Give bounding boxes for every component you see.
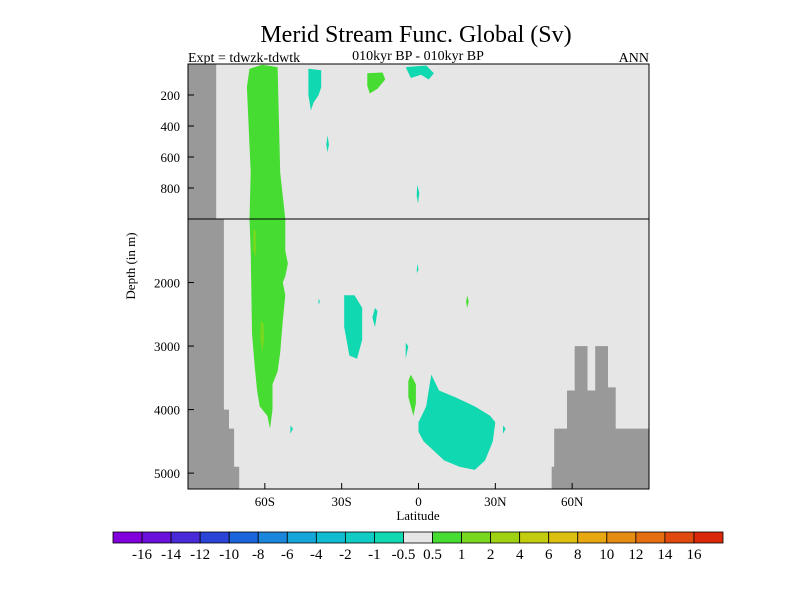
colorbar-swatch-0 bbox=[112, 531, 143, 544]
contour-region-14 bbox=[405, 342, 409, 359]
land-mask bbox=[188, 64, 649, 489]
colorbar-swatch-1 bbox=[141, 531, 172, 544]
colorbar-label-18: 14 bbox=[657, 547, 673, 563]
colorbar-swatch-20 bbox=[693, 531, 724, 544]
contour-region-10 bbox=[416, 263, 419, 273]
colorbar-label-14: 6 bbox=[545, 547, 553, 563]
season-label: ANN bbox=[619, 51, 649, 66]
y-tick-label-1: 400 bbox=[161, 119, 181, 134]
colorbar-swatch-12 bbox=[461, 531, 492, 544]
colorbar-label-15: 8 bbox=[574, 547, 582, 563]
colorbar-label-11: 1 bbox=[458, 547, 466, 563]
y-axis-label: Depth (in m) bbox=[123, 232, 138, 299]
contour-region-8 bbox=[326, 135, 329, 153]
x-axis-label: Latitude bbox=[396, 508, 440, 523]
contour-region-11 bbox=[318, 298, 320, 305]
x-tick-label-2: 0 bbox=[415, 494, 422, 509]
land-mass-0 bbox=[188, 64, 240, 489]
contour-region-7 bbox=[405, 65, 434, 80]
contour-region-15 bbox=[418, 374, 496, 470]
colorbar-swatch-9 bbox=[374, 531, 404, 544]
contour-region-0 bbox=[246, 64, 288, 429]
contour-region-16 bbox=[290, 425, 293, 434]
x-tick-label-4: 60N bbox=[561, 494, 584, 509]
colorbar-swatch-2 bbox=[170, 531, 201, 544]
colorbar-swatch-13 bbox=[490, 531, 521, 544]
colorbar-label-2: -12 bbox=[190, 547, 210, 563]
x-tick-label-0: 60S bbox=[255, 494, 275, 509]
chart-title: Merid Stream Func. Global (Sv) bbox=[260, 22, 571, 48]
contour-region-5 bbox=[466, 295, 469, 308]
colorbar bbox=[112, 531, 724, 544]
colorbar-label-9: -0.5 bbox=[392, 547, 416, 563]
colorbar-swatch-11 bbox=[432, 531, 462, 544]
colorbar-swatch-6 bbox=[286, 531, 317, 544]
x-tick-label-1: 30S bbox=[332, 494, 352, 509]
contour-region-3 bbox=[367, 72, 386, 94]
contour-regions bbox=[246, 64, 506, 470]
y-tick-label-2: 600 bbox=[161, 150, 181, 165]
x-tick-label-3: 30N bbox=[484, 494, 507, 509]
y-tick-label-0: 200 bbox=[161, 88, 181, 103]
colorbar-swatch-4 bbox=[228, 531, 259, 544]
experiment-label: Expt = tdwzk-tdwtk bbox=[188, 51, 300, 66]
colorbar-label-19: 16 bbox=[687, 547, 703, 563]
colorbar-label-7: -2 bbox=[339, 547, 352, 563]
y-tick-label-4: 2000 bbox=[154, 276, 180, 291]
contour-region-4 bbox=[408, 374, 416, 416]
colorbar-labels: -16 -14 -12 -10 -8 -6 -4 -2 -1 -0.5 0.5 1 2 4 6 8 10 12 14… bbox=[132, 547, 702, 563]
contour-region-1 bbox=[260, 320, 265, 353]
contour-region-9 bbox=[416, 184, 420, 204]
colorbar-label-3: -10 bbox=[219, 547, 239, 563]
colorbar-swatch-7 bbox=[315, 531, 346, 544]
colorbar-swatch-5 bbox=[257, 531, 288, 544]
period-label: 010kyr BP - 010kyr BP bbox=[352, 49, 484, 64]
colorbar-swatch-18 bbox=[635, 531, 666, 544]
colorbar-swatch-19 bbox=[664, 531, 695, 544]
y-tick-label-7: 5000 bbox=[154, 466, 180, 481]
colorbar-label-12: 2 bbox=[487, 547, 495, 563]
contour-region-12 bbox=[344, 295, 363, 359]
colorbar-label-0: -16 bbox=[132, 547, 152, 563]
contour-region-13 bbox=[372, 307, 378, 327]
colorbar-label-6: -4 bbox=[310, 547, 323, 563]
colorbar-label-5: -6 bbox=[281, 547, 294, 563]
contour-region-6 bbox=[308, 68, 322, 111]
y-tick-label-3: 800 bbox=[161, 181, 181, 196]
x-axis-ticks: 60S 30S 0 30N 60N bbox=[255, 483, 584, 509]
colorbar-label-10: 0.5 bbox=[423, 547, 442, 563]
colorbar-label-16: 10 bbox=[599, 547, 614, 563]
colorbar-swatch-17 bbox=[606, 531, 637, 544]
colorbar-swatch-10 bbox=[403, 531, 433, 544]
y-tick-label-5: 3000 bbox=[154, 339, 180, 354]
land-mass-1 bbox=[551, 346, 649, 489]
contour-region-2 bbox=[253, 228, 256, 258]
y-tick-label-6: 4000 bbox=[154, 403, 180, 418]
colorbar-swatch-16 bbox=[577, 531, 608, 544]
y-axis-ticks: 200 400 600 800 2000 3000 4000 5000 bbox=[154, 88, 194, 481]
colorbar-swatch-15 bbox=[548, 531, 579, 544]
colorbar-label-4: -8 bbox=[252, 547, 265, 563]
colorbar-swatch-3 bbox=[199, 531, 230, 544]
colorbar-label-1: -14 bbox=[161, 547, 181, 563]
colorbar-label-13: 4 bbox=[516, 547, 524, 563]
colorbar-label-17: 12 bbox=[628, 547, 643, 563]
colorbar-swatch-8 bbox=[344, 531, 375, 544]
colorbar-swatch-14 bbox=[519, 531, 550, 544]
colorbar-label-8: -1 bbox=[368, 547, 381, 563]
contour-region-17 bbox=[503, 425, 506, 434]
